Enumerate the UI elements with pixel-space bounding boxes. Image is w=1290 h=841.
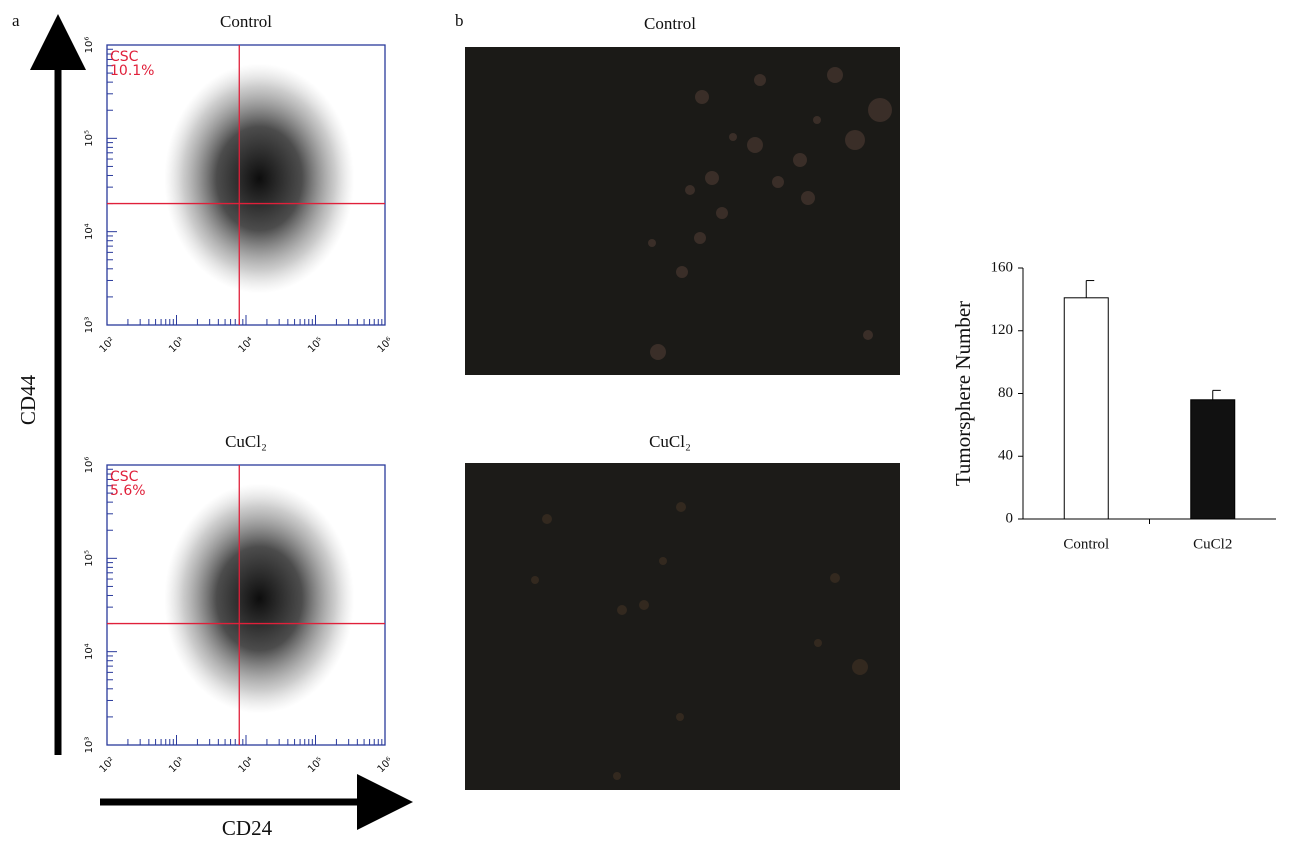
y-tick-label: 10³ xyxy=(84,317,95,334)
y-tick-label: 10⁵ xyxy=(84,130,95,147)
x-tick-label: CuCl2 xyxy=(1193,536,1232,552)
plot-title: CuCl₂ xyxy=(225,432,267,451)
image-title: Control xyxy=(644,14,696,33)
spheres xyxy=(648,67,892,360)
panel-label: b xyxy=(455,11,464,30)
x-tick-label: 10³ xyxy=(167,756,187,776)
x-tick-label: 10⁶ xyxy=(376,756,396,776)
y-tick-label: 10⁵ xyxy=(84,550,95,567)
y-tick-label: 120 xyxy=(991,322,1014,338)
quadrant-annotation: 10.1% xyxy=(110,63,154,79)
y-tick-label: 10⁴ xyxy=(84,223,95,240)
micrograph xyxy=(465,463,900,790)
quadrant-annotation: CSC xyxy=(110,469,139,485)
image-title: CuCl₂ xyxy=(649,432,691,451)
y-axis-label: CD44 xyxy=(16,374,40,425)
x-tick-label: 10⁶ xyxy=(376,336,396,356)
x-tick-label: 10⁵ xyxy=(306,756,326,776)
spheres xyxy=(531,502,868,780)
bar xyxy=(1190,399,1236,520)
y-axis-label: Tumorsphere Number xyxy=(951,301,975,486)
x-tick-label: 10² xyxy=(98,756,118,776)
y-tick-label: 0 xyxy=(1006,510,1014,526)
event-cloud xyxy=(164,63,355,294)
x-tick-label: 10² xyxy=(98,336,118,356)
x-tick-label: 10⁴ xyxy=(237,756,257,776)
x-tick-label: Control xyxy=(1063,536,1109,552)
y-tick-label: 10⁶ xyxy=(84,37,95,54)
y-tick-label: 10³ xyxy=(84,737,95,754)
y-tick-label: 80 xyxy=(998,385,1013,401)
plot-title: Control xyxy=(220,12,272,31)
x-tick-label: 10⁴ xyxy=(237,336,257,356)
bar xyxy=(1063,297,1109,520)
x-tick-label: 10³ xyxy=(167,336,187,356)
micrograph xyxy=(465,47,900,375)
x-axis-label: CD24 xyxy=(222,816,273,840)
y-tick-label: 40 xyxy=(998,448,1013,464)
x-tick-label: 10⁵ xyxy=(306,336,326,356)
panel-label: a xyxy=(12,11,20,30)
y-tick-label: 160 xyxy=(991,259,1014,275)
event-cloud xyxy=(164,483,355,714)
y-tick-label: 10⁴ xyxy=(84,643,95,660)
y-tick-label: 10⁶ xyxy=(84,457,95,474)
quadrant-annotation: 5.6% xyxy=(110,483,146,499)
quadrant-annotation: CSC xyxy=(110,49,139,65)
